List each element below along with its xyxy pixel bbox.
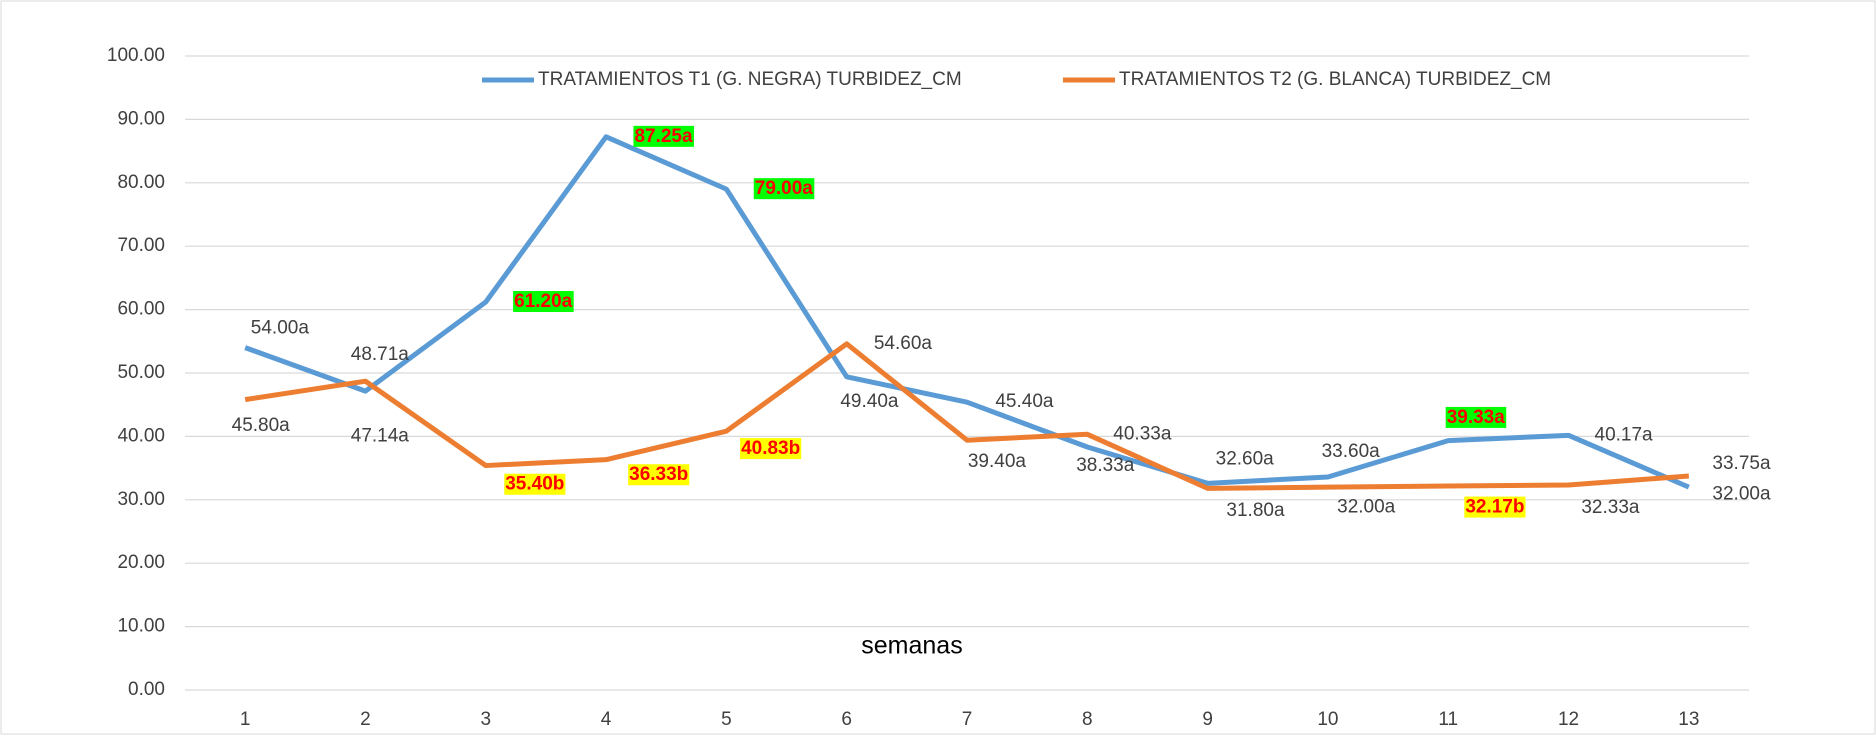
data-label-group: 47.14a [351, 426, 410, 447]
data-label: 36.33b [629, 464, 688, 485]
x-tick-label: 5 [721, 709, 732, 730]
label-highlight [513, 291, 574, 313]
y-tick-label: 80.00 [117, 172, 165, 193]
data-label: 54.00a [251, 318, 310, 339]
legend-label: TRATAMIENTOS T2 (G. BLANCA) TURBIDEZ_CM [1119, 69, 1551, 90]
y-tick-label: 100.00 [107, 45, 165, 66]
data-label-group: 33.75a [1712, 453, 1771, 474]
label-highlight [628, 464, 690, 486]
data-label: 32.00a [1712, 483, 1771, 504]
data-label-group: 79.00a [753, 178, 815, 200]
x-tick-label: 10 [1317, 709, 1338, 730]
x-tick-label: 4 [601, 709, 612, 730]
data-label: 32.33a [1581, 497, 1640, 518]
y-tick-label: 10.00 [117, 616, 165, 637]
data-label: 48.71a [351, 344, 410, 365]
legend-label: TRATAMIENTOS T1 (G. NEGRA) TURBIDEZ_CM [538, 69, 962, 90]
label-highlight [753, 178, 815, 200]
y-tick-label: 60.00 [117, 299, 165, 320]
label-highlight [1464, 496, 1526, 518]
data-label: 49.40a [840, 391, 899, 412]
data-label: 45.40a [995, 391, 1054, 412]
y-tick-label: 90.00 [117, 108, 165, 129]
data-label-group: 49.40a [840, 391, 899, 412]
data-label-group: 33.60a [1322, 441, 1381, 462]
y-tick-label: 50.00 [117, 362, 165, 383]
data-label-group: 35.40b [504, 473, 566, 495]
data-label-group: 36.33b [628, 464, 690, 486]
x-tick-label: 12 [1558, 709, 1579, 730]
data-label-group: 40.83b [740, 438, 802, 460]
data-label: 38.33a [1076, 455, 1135, 476]
data-label-group: 45.40a [995, 391, 1054, 412]
data-label-group: 39.40a [968, 451, 1027, 472]
x-tick-label: 7 [962, 709, 973, 730]
data-label: 32.17b [1465, 497, 1524, 518]
data-label-group: 31.80a [1226, 500, 1285, 521]
data-label: 40.33a [1113, 423, 1172, 444]
data-label: 61.20a [514, 291, 573, 312]
data-label-group: 38.33a [1076, 455, 1135, 476]
data-label-group: 48.71a [351, 344, 410, 365]
data-label-group: 61.20a [513, 291, 574, 313]
data-label-group: 87.25a [633, 125, 694, 147]
data-label: 79.00a [755, 178, 814, 199]
data-label: 32.60a [1216, 448, 1275, 469]
data-label: 35.40b [505, 474, 564, 495]
data-label-group: 45.80a [232, 415, 291, 436]
x-tick-label: 9 [1202, 709, 1213, 730]
data-label-group: 32.00a [1337, 496, 1396, 517]
x-axis-label: semanas [861, 632, 962, 660]
data-label-group: 54.00a [251, 318, 310, 339]
data-label-group: 40.17a [1595, 424, 1654, 445]
data-label: 40.83b [741, 438, 800, 459]
data-label-group: 54.60a [874, 333, 933, 354]
data-label-group: 39.33a [1445, 406, 1507, 428]
label-highlight [633, 125, 694, 147]
x-tick-label: 8 [1082, 709, 1093, 730]
data-label: 33.75a [1712, 453, 1771, 474]
data-label: 45.80a [232, 415, 291, 436]
label-highlight [740, 438, 802, 460]
x-tick-label: 11 [1438, 709, 1458, 730]
x-tick-label: 13 [1678, 709, 1699, 730]
y-tick-label: 20.00 [117, 552, 165, 573]
y-tick-label: 70.00 [117, 235, 165, 256]
y-tick-label: 0.00 [128, 679, 165, 700]
series-line [244, 134, 1690, 490]
data-label-group: 32.60a [1216, 448, 1275, 469]
data-label: 40.17a [1595, 424, 1654, 445]
x-tick-label: 3 [480, 709, 491, 730]
y-tick-label: 40.00 [117, 425, 165, 446]
label-highlight [504, 473, 566, 495]
x-tick-label: 2 [360, 709, 371, 730]
data-label-group: 32.00a [1712, 483, 1771, 504]
data-label: 54.60a [874, 333, 933, 354]
data-label: 39.33a [1447, 407, 1506, 428]
x-tick-label: 6 [841, 709, 852, 730]
data-label: 33.60a [1322, 441, 1381, 462]
data-label: 47.14a [351, 426, 410, 447]
data-label: 39.40a [968, 451, 1027, 472]
data-label: 31.80a [1226, 500, 1285, 521]
x-tick-label: 1 [240, 709, 251, 730]
data-label: 32.00a [1337, 496, 1396, 517]
y-tick-label: 30.00 [117, 489, 165, 510]
series-line [244, 341, 1690, 491]
label-highlight [1445, 406, 1507, 428]
data-label-group: 32.17b [1464, 496, 1526, 518]
data-label-group: 40.33a [1113, 423, 1172, 444]
data-label: 87.25a [634, 126, 693, 147]
data-label-group: 32.33a [1581, 497, 1640, 518]
